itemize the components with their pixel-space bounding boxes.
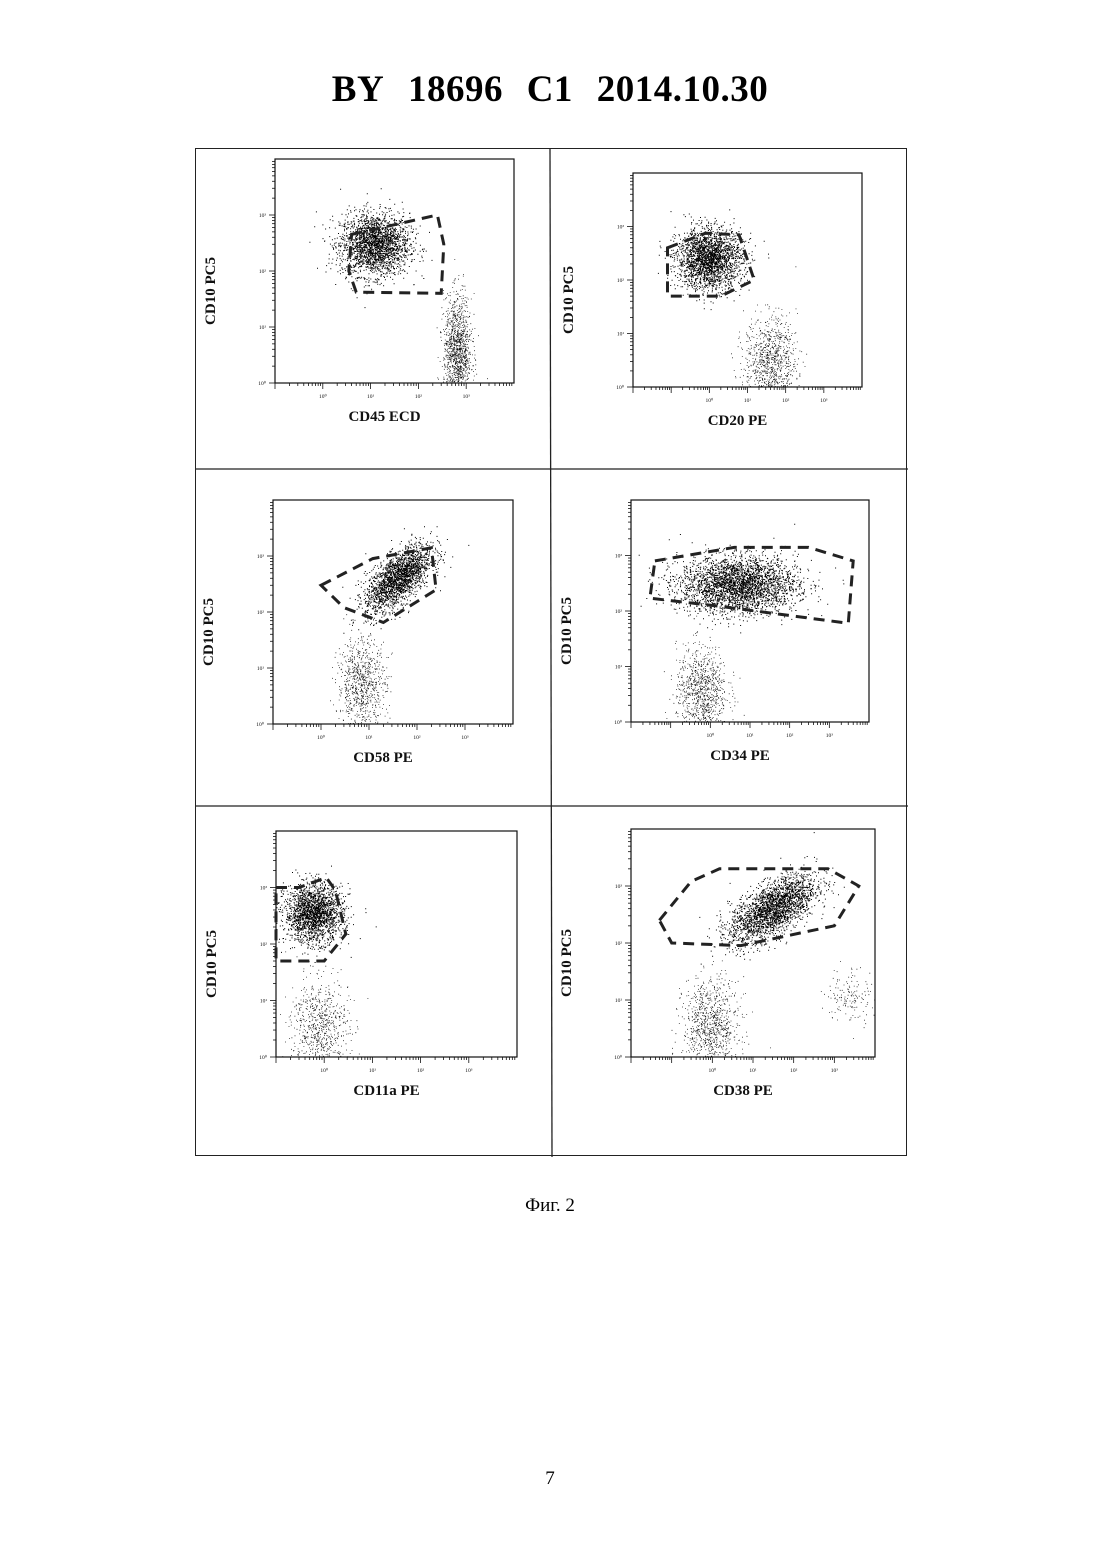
- event-points: [330, 526, 469, 763]
- y-axis-title: CD10 PC5: [559, 597, 575, 665]
- x-tick-label: 10¹: [365, 735, 373, 741]
- x-tick-label: 10²: [415, 394, 423, 400]
- scatter-panel-5: 10⁰ 10¹ 10² 10³ 10⁰ 10¹ 10² 10³ CD11a PE CD10 PC5: [204, 831, 517, 1099]
- x-tick-label: 10²: [413, 735, 421, 741]
- flow-cytometry-figure: 10⁰ 10¹ 10² 10³ 10⁰ 10¹ 10² 10³ CD45 ECD CD10 PC5…: [196, 149, 908, 1157]
- scatter-panel-2: 10⁰ 10¹ 10² 10³ 10⁰ 10¹ 10² 10³ CD20 PE CD10 PC5: [561, 173, 862, 429]
- header-kind: C1: [527, 69, 573, 110]
- gate-outline: [668, 233, 755, 296]
- x-tick-label: 10¹: [746, 733, 754, 739]
- x-tick-label: 10⁰: [320, 1067, 329, 1074]
- y-tick-label: 10¹: [259, 325, 267, 331]
- x-tick-label: 10⁰: [708, 1067, 717, 1074]
- y-tick-label: 10¹: [617, 332, 625, 338]
- event-points: [672, 832, 881, 1098]
- scatter-panel-4: 10⁰ 10¹ 10² 10³ 10⁰ 10¹ 10² 10³ CD34 PE CD10 PC5: [559, 500, 869, 765]
- x-tick-label: 10¹: [369, 1068, 377, 1074]
- header-country: BY: [332, 69, 384, 110]
- y-tick-label: 10³: [617, 225, 625, 231]
- gate-outline: [349, 215, 444, 293]
- x-axis-title: CD58 PE: [353, 750, 413, 766]
- y-tick-label: 10³: [257, 554, 265, 560]
- y-axis-title: CD10 PC5: [204, 930, 220, 998]
- y-tick-label: 10²: [617, 278, 625, 284]
- x-tick-label: 10⁰: [319, 393, 328, 400]
- page-number: 7: [0, 1468, 1100, 1490]
- population-1-points: [270, 866, 377, 963]
- y-tick-label: 10²: [615, 609, 623, 615]
- y-axis-title: CD10 PC5: [561, 266, 577, 334]
- population-2-points: [437, 259, 488, 442]
- y-tick-label: 10²: [259, 269, 267, 275]
- y-tick-label: 10³: [260, 886, 268, 892]
- x-tick-label: 10²: [790, 1068, 798, 1074]
- y-tick-label: 10¹: [257, 666, 265, 672]
- grid-line-vertical: [550, 149, 552, 1157]
- population-1-points: [639, 524, 845, 634]
- gate-outline: [659, 869, 858, 946]
- x-tick-label: 10²: [786, 733, 794, 739]
- x-tick-label: 10³: [461, 735, 469, 741]
- header-date: 2014.10.30: [597, 69, 769, 110]
- x-tick-label: 10⁰: [706, 732, 715, 739]
- y-tick-label: 10²: [260, 942, 268, 948]
- x-tick-label: 10¹: [367, 394, 375, 400]
- figure-caption: Фиг. 2: [0, 1195, 1100, 1217]
- event-points: [639, 524, 845, 765]
- x-tick-label: 10²: [417, 1068, 425, 1074]
- x-tick-label: 10¹: [744, 398, 752, 404]
- population-2-points: [664, 609, 745, 764]
- x-tick-label: 10³: [831, 1068, 839, 1074]
- scatter-panel-1: 10⁰ 10¹ 10² 10³ 10⁰ 10¹ 10² 10³ CD45 ECD CD10 PC5: [203, 159, 514, 442]
- y-tick-label: 10¹: [615, 998, 623, 1004]
- x-axis-title: CD45 ECD: [348, 409, 420, 425]
- x-tick-label: 10⁰: [705, 397, 714, 404]
- x-tick-label: 10³: [465, 1068, 473, 1074]
- header-number: 18696: [408, 69, 503, 110]
- x-axis-title: CD20 PE: [708, 413, 768, 429]
- gate-outline: [650, 547, 853, 623]
- y-tick-label: 10²: [257, 610, 265, 616]
- plot-area: [631, 829, 875, 1057]
- y-tick-label: 10⁰: [616, 384, 625, 391]
- y-axis-title: CD10 PC5: [559, 929, 575, 997]
- figure-frame: 10⁰ 10¹ 10² 10³ 10⁰ 10¹ 10² 10³ CD45 ECD CD10 PC5…: [195, 148, 907, 1156]
- event-points: [270, 866, 377, 1096]
- plot-area: [275, 159, 514, 383]
- x-axis-title: CD34 PE: [710, 748, 770, 764]
- y-axis-title: CD10 PC5: [203, 257, 219, 325]
- plot-area: [276, 831, 517, 1057]
- x-tick-label: 10³: [463, 394, 471, 400]
- x-tick-label: 10²: [782, 398, 790, 404]
- x-tick-label: 10⁰: [317, 734, 326, 741]
- y-tick-label: 10⁰: [259, 1054, 268, 1061]
- y-tick-label: 10⁰: [256, 721, 265, 728]
- x-axis-title: CD38 PE: [713, 1083, 773, 1099]
- population-2-points: [672, 961, 771, 1099]
- y-tick-label: 10⁰: [614, 1054, 623, 1061]
- y-tick-label: 10²: [615, 941, 623, 947]
- patent-header: BY 18696 C1 2014.10.30: [0, 68, 1100, 111]
- y-tick-label: 10¹: [615, 665, 623, 671]
- event-points: [309, 188, 488, 441]
- y-axis-title: CD10 PC5: [201, 598, 217, 666]
- population-1-points: [309, 188, 432, 308]
- scatter-panel-3: 10⁰ 10¹ 10² 10³ 10⁰ 10¹ 10² 10³ CD58 PE CD10 PC5: [201, 500, 513, 766]
- x-tick-label: 10³: [820, 398, 828, 404]
- event-points: [658, 209, 811, 423]
- population-3-points: [821, 961, 880, 1039]
- y-tick-label: 10⁰: [258, 380, 267, 387]
- x-tick-label: 10¹: [749, 1068, 757, 1074]
- y-tick-label: 10³: [615, 554, 623, 560]
- population-1-points: [342, 526, 469, 637]
- x-tick-label: 10³: [826, 733, 834, 739]
- y-tick-label: 10⁰: [614, 719, 623, 726]
- y-tick-label: 10¹: [260, 999, 268, 1005]
- population-2-points: [274, 952, 368, 1097]
- y-tick-label: 10³: [259, 213, 267, 219]
- y-tick-label: 10³: [615, 884, 623, 890]
- x-axis-title: CD11a PE: [353, 1083, 419, 1099]
- scatter-panel-6: 10⁰ 10¹ 10² 10³ 10⁰ 10¹ 10² 10³ CD38 PE CD10 PC5: [559, 829, 880, 1099]
